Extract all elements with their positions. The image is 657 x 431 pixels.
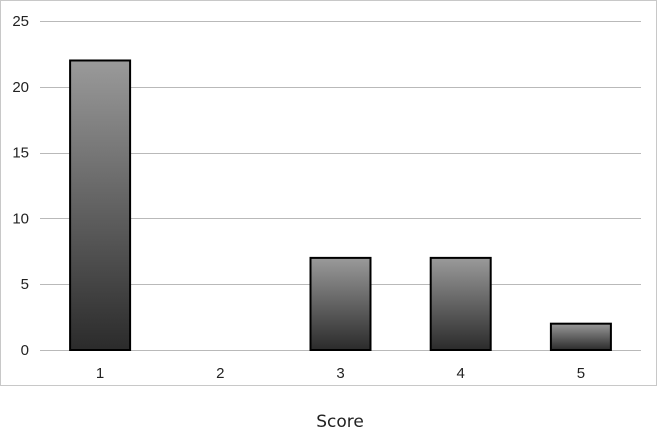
y-tick-label: 10 bbox=[12, 210, 29, 227]
y-tick-label: 20 bbox=[12, 79, 29, 96]
y-axis-ticks: 0 5 10 15 20 25 bbox=[12, 13, 29, 359]
bar-score-1 bbox=[69, 59, 132, 351]
x-axis-title: Score bbox=[316, 412, 364, 431]
bar-score-3 bbox=[309, 256, 372, 352]
x-tick-label: 3 bbox=[336, 365, 344, 382]
x-axis-ticks: 1 2 3 4 5 bbox=[96, 365, 585, 382]
y-tick-label: 25 bbox=[12, 13, 29, 30]
x-tick-label: 2 bbox=[216, 365, 224, 382]
gridlines bbox=[40, 21, 641, 351]
y-tick-label: 15 bbox=[12, 145, 29, 162]
x-tick-label: 4 bbox=[457, 365, 465, 382]
y-tick-label: 5 bbox=[21, 276, 29, 293]
x-tick-label: 1 bbox=[96, 365, 104, 382]
bars bbox=[69, 59, 612, 352]
x-tick-label: 5 bbox=[577, 365, 585, 382]
bar-score-5 bbox=[549, 322, 612, 351]
bar-score-4 bbox=[429, 256, 492, 352]
y-tick-label: 0 bbox=[21, 342, 29, 359]
